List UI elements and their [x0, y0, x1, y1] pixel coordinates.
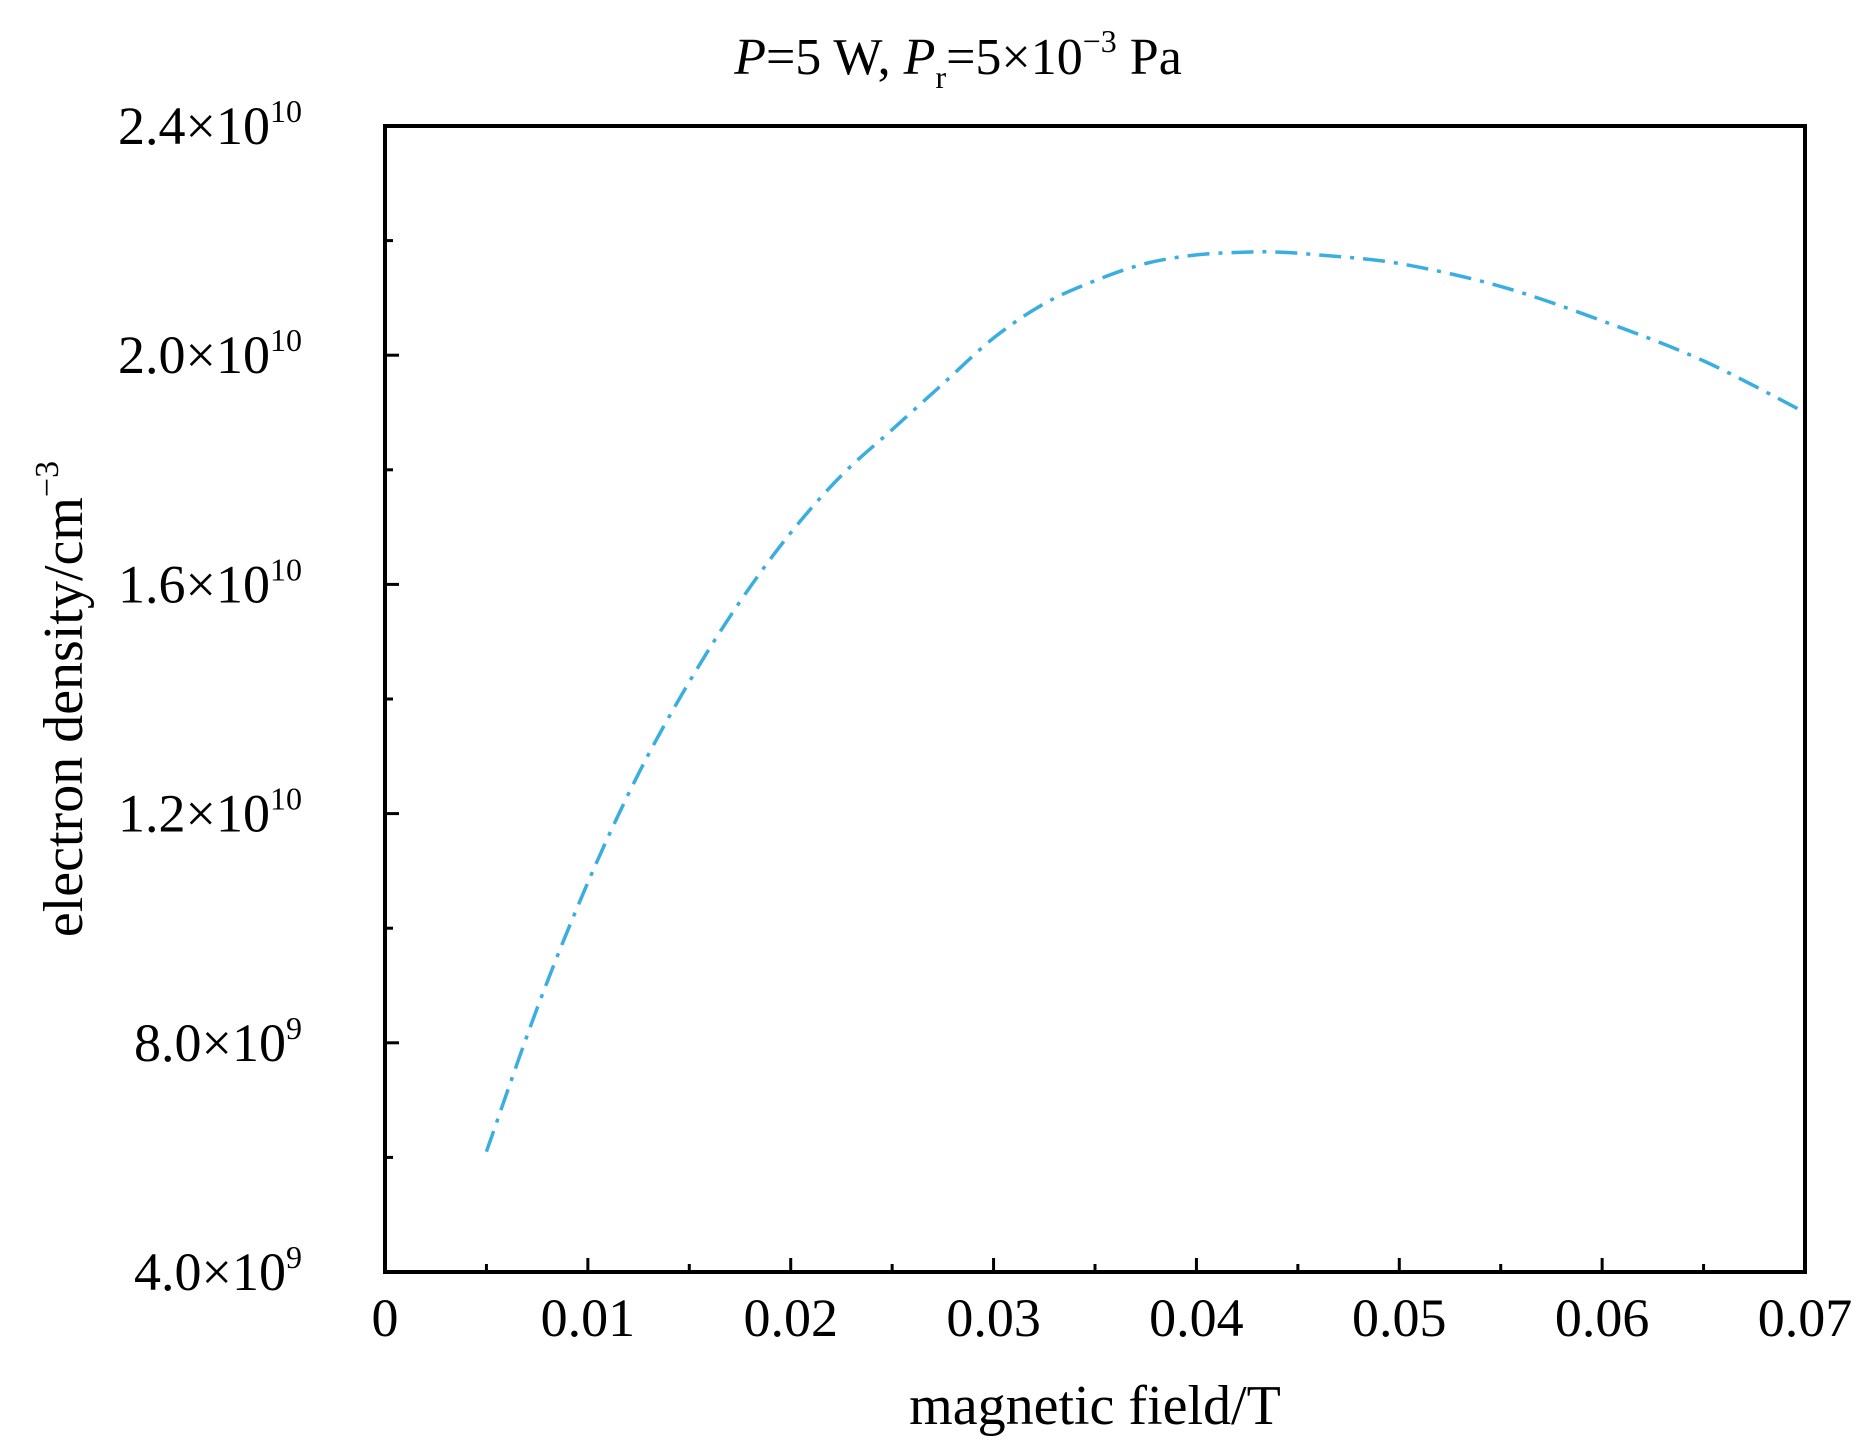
y-axis-label: electron density/cm−3: [29, 461, 95, 937]
y-axis-label-exponent: −3: [29, 461, 66, 497]
title-pressure-value: =5×10: [946, 29, 1083, 86]
x-tick-label: 0.04: [1149, 1288, 1244, 1348]
series-line-0: [484, 249, 1806, 1153]
series-layer: [484, 249, 1806, 1153]
y-tick-exponent: 10: [270, 322, 302, 358]
y-tick-exponent: 10: [270, 551, 302, 587]
y-tick-exponent: 10: [270, 781, 302, 817]
title-pressure-unit: Pa: [1117, 29, 1182, 86]
x-tick-label: 0.06: [1555, 1288, 1650, 1348]
y-axis-label-text: electron density/cm: [33, 497, 95, 937]
x-tick-label: 0.03: [946, 1288, 1041, 1348]
y-tick-label: 2.4×1010: [118, 93, 302, 156]
y-tick-mantissa: 2.0×10: [118, 325, 270, 385]
x-tick-label: 0: [372, 1288, 399, 1348]
y-tick-mantissa: 4.0×10: [134, 1242, 286, 1302]
title-pressure-exponent: −3: [1083, 23, 1117, 59]
x-tick-label: 0.05: [1352, 1288, 1447, 1348]
y-tick-mantissa: 1.6×10: [118, 554, 270, 614]
y-tick-label: 4.0×109: [134, 1239, 302, 1302]
y-tick-label: 8.0×109: [134, 1010, 302, 1073]
y-tick-mantissa: 2.4×10: [118, 96, 270, 156]
chart-title: P=5 W, Pr=5×10−3 Pa: [733, 23, 1182, 95]
y-tick-mantissa: 1.2×10: [118, 784, 270, 844]
x-axis-label: magnetic field/T: [909, 1375, 1281, 1437]
y-axis-ticks: 4.0×1098.0×1091.2×10101.6×10102.0×10102.…: [118, 93, 399, 1302]
x-axis-ticks: 0 0.01 0.02 0.03 0.04 0.05 0.06 0.07: [372, 1258, 1853, 1348]
x-tick-label: 0.07: [1758, 1288, 1853, 1348]
y-tick-label: 1.6×1010: [118, 551, 302, 614]
y-tick-label: 1.2×1010: [118, 781, 302, 844]
title-pressure-symbol: P: [903, 29, 936, 86]
title-power-value: =5 W,: [766, 29, 904, 86]
y-tick-mantissa: 8.0×10: [134, 1013, 286, 1073]
x-tick-label: 0.02: [743, 1288, 838, 1348]
plot-frame: [383, 124, 1807, 1274]
title-pressure-subscript: r: [935, 59, 946, 95]
x-tick-label: 0.01: [541, 1288, 636, 1348]
y-tick-label: 2.0×1010: [118, 322, 302, 385]
title-power-symbol: P: [733, 29, 766, 86]
y-tick-exponent: 10: [270, 93, 302, 129]
y-tick-exponent: 9: [286, 1010, 302, 1046]
y-tick-exponent: 9: [286, 1239, 302, 1275]
